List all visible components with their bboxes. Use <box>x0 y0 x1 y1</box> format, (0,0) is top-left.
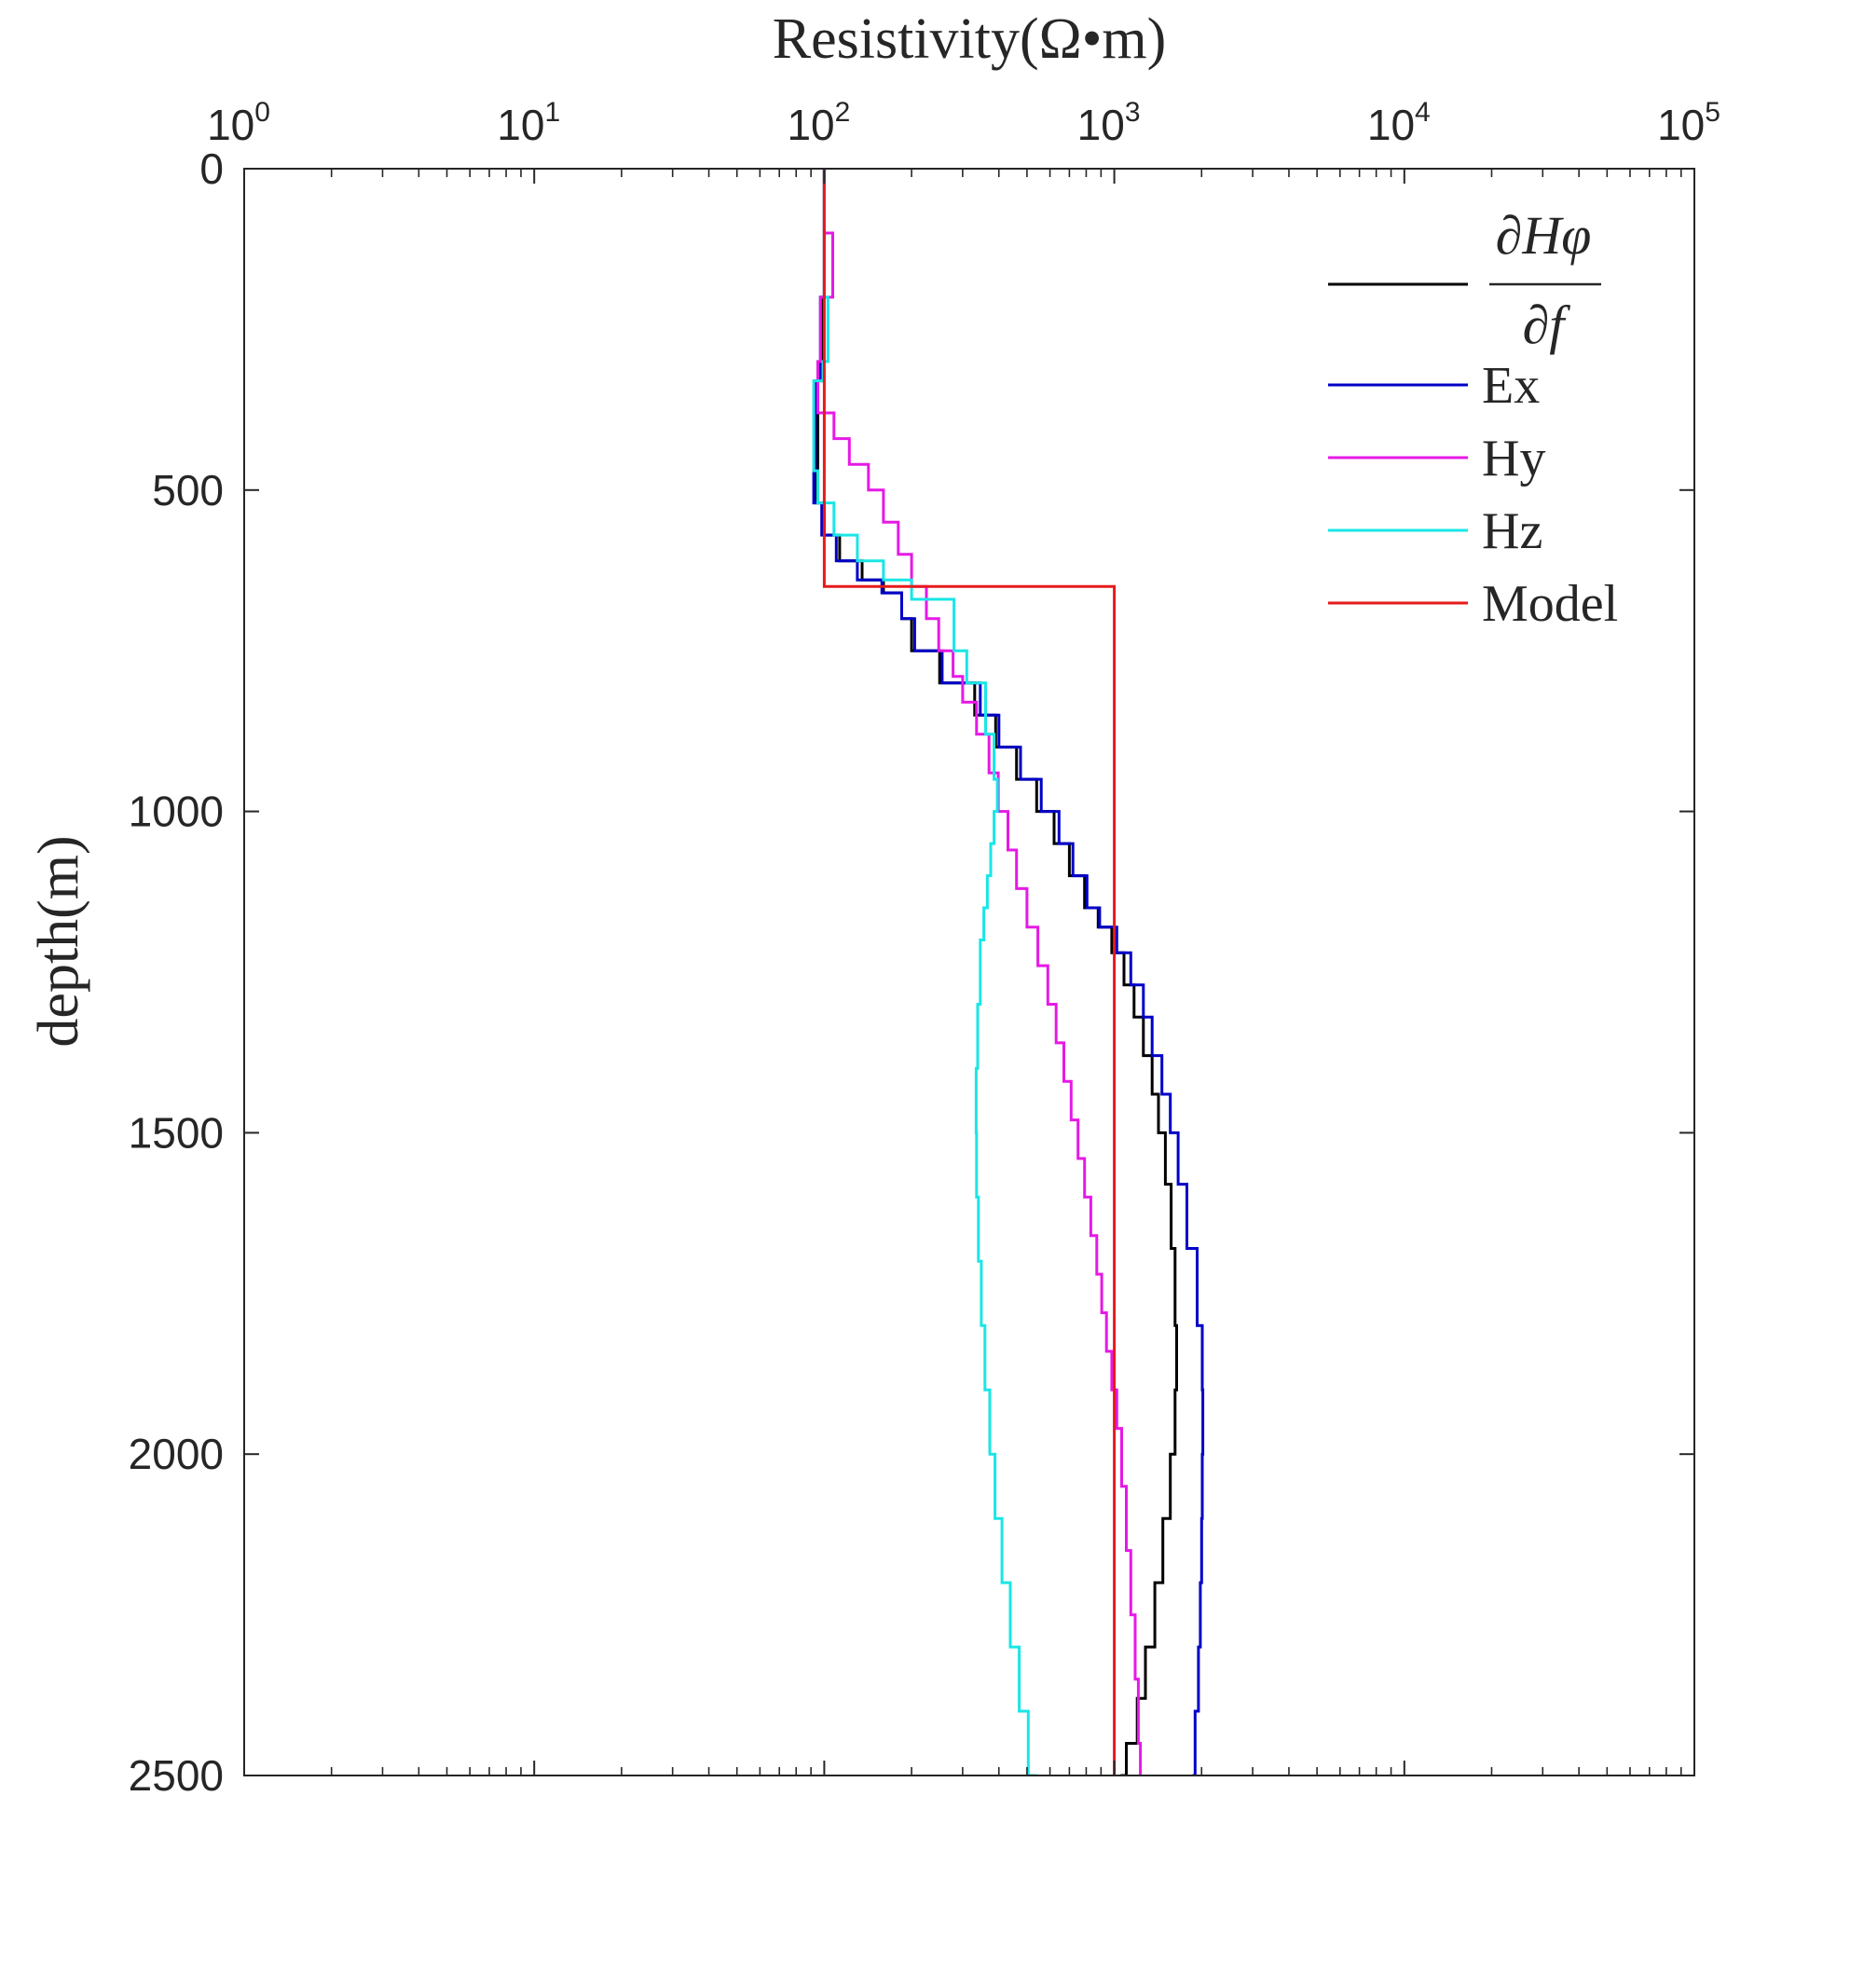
x-tick-exponent: 2 <box>835 97 851 128</box>
x-tick-base: 10 <box>1657 101 1705 149</box>
legend-label: Ex <box>1482 357 1540 415</box>
y-axis-title: depth(m) <box>27 835 90 1047</box>
x-tick-label: 102 <box>787 97 850 149</box>
x-tick-base: 10 <box>787 101 834 149</box>
x-tick-exponent: 1 <box>544 97 560 128</box>
series-line-hz <box>812 169 1037 1775</box>
x-axis-title: Resistivity(Ω•m) <box>773 7 1167 71</box>
x-tick-label: 100 <box>207 97 270 149</box>
y-tick-label: 1500 <box>129 1108 224 1157</box>
axes-layer <box>243 168 1695 1776</box>
legend-label: Hy <box>1482 430 1545 487</box>
x-tick-label: 101 <box>497 97 560 149</box>
legend: ∂Hφ ∂fEx Hy Hz Model <box>1328 205 1618 633</box>
legend-label: Model <box>1482 575 1618 633</box>
x-tick-base: 10 <box>1077 101 1125 149</box>
y-tick-label: 2500 <box>129 1751 224 1800</box>
legend-formula-denominator: ∂f <box>1523 295 1571 355</box>
y-tick-label: 500 <box>152 466 224 514</box>
series-line-hy <box>816 169 1143 1775</box>
x-tick-exponent: 3 <box>1125 97 1141 128</box>
x-tick-exponent: 0 <box>254 97 270 128</box>
legend-formula-numerator: ∂Hφ <box>1496 205 1592 266</box>
x-tick-label: 105 <box>1657 97 1720 149</box>
plot-frame <box>243 168 1695 1776</box>
x-tick-label: 104 <box>1367 97 1431 149</box>
x-tick-base: 10 <box>1367 101 1415 149</box>
series-layer <box>812 169 1205 1775</box>
y-tick-label: 0 <box>199 144 224 193</box>
x-tick-base: 10 <box>497 101 544 149</box>
x-tick-label: 103 <box>1077 97 1141 149</box>
series-line-ex <box>812 169 1205 1775</box>
x-tick-base: 10 <box>207 101 254 149</box>
series-line-model <box>822 169 1117 1775</box>
x-tick-exponent: 5 <box>1705 97 1720 128</box>
legend-label: Hz <box>1482 502 1542 560</box>
y-tick-label: 1000 <box>129 788 224 836</box>
x-tick-exponent: 4 <box>1415 97 1431 128</box>
y-tick-label: 2000 <box>129 1430 224 1478</box>
